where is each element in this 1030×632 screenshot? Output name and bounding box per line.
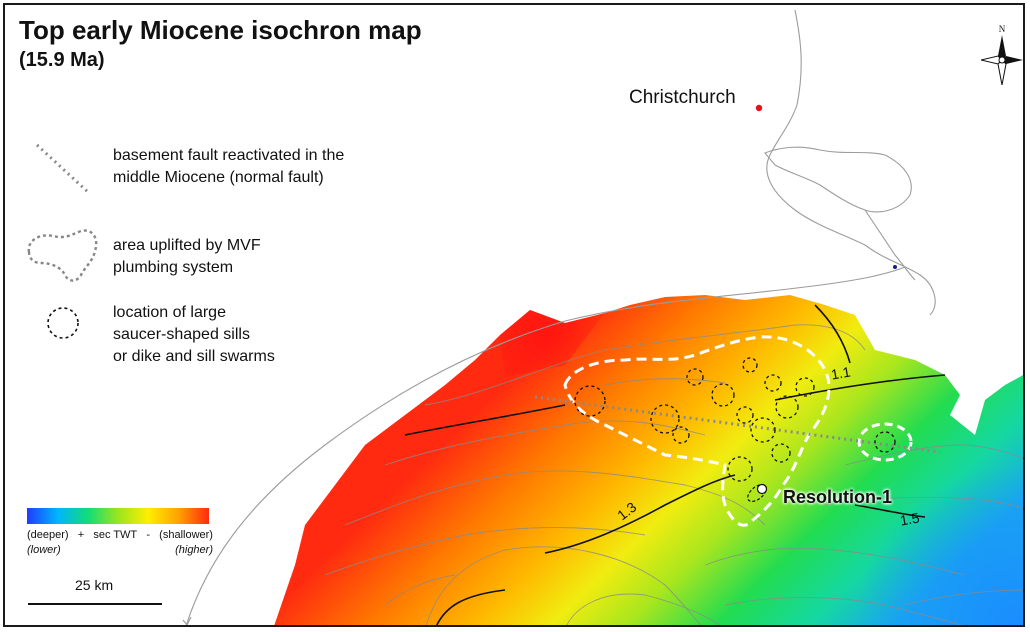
sill-location (795, 377, 815, 397)
sill-location (574, 385, 606, 417)
legend-fault-line1: basement fault reactivated in the (113, 147, 345, 164)
isochron-contours-major (404, 304, 946, 625)
uplift-area-east (857, 422, 913, 462)
legend-sills-line1: location of large (113, 304, 226, 321)
legend-fault-line2: middle Miocene (normal fault) (113, 169, 324, 186)
colorbar-deeper: (deeper) (27, 529, 69, 541)
map-frame: Top early Miocene isochron map (15.9 Ma)… (3, 3, 1025, 627)
legend-sills-line3: or dike and sill swarms (113, 348, 275, 365)
sill-location (742, 357, 758, 373)
small-town-marker (893, 265, 897, 269)
north-letter: N (999, 24, 1006, 34)
colorbar-higher: (higher) (175, 544, 213, 556)
legend-sills-label: location of large saucer-shaped sills or… (113, 302, 275, 368)
map-canvas (27, 9, 1023, 625)
legend-fault-label: basement fault reactivated in the middle… (113, 145, 344, 189)
legend-fault-symbol (35, 143, 91, 195)
colorbar-sublabels: (lower) (higher) (27, 544, 213, 556)
sill-location (775, 395, 799, 419)
contour-label-1-5: 1.5 (898, 509, 921, 529)
legend-uplift-label: area uplifted by MVF plumbing system (113, 235, 261, 279)
sill-locations (574, 357, 896, 482)
legend-uplift-line2: plumbing system (113, 259, 234, 276)
map-title: Top early Miocene isochron map (19, 15, 422, 45)
legend-uplift-line1: area uplifted by MVF (113, 237, 261, 254)
sill-location (874, 431, 896, 453)
map-subtitle: (15.9 Ma) (19, 49, 105, 71)
colorbar-lower: (lower) (27, 544, 61, 556)
isochron-contours-minor (324, 324, 1023, 625)
christchurch-marker (755, 104, 763, 112)
sill-location (686, 368, 704, 386)
depth-colorbar (27, 508, 209, 524)
well-marker (756, 483, 768, 495)
sill-location (736, 406, 754, 424)
contour-label-1-1: 1.1 (829, 363, 852, 383)
sill-location (711, 383, 735, 407)
colorbar-minus: - (146, 529, 150, 541)
uplift-area-outline (563, 335, 831, 527)
north-arrow-icon: N (981, 24, 1023, 85)
sill-location (764, 374, 782, 392)
colorbar-unit: sec TWT (93, 529, 138, 541)
resolution-1-label: Resolution-1 (783, 487, 893, 507)
scale-bar (28, 603, 162, 605)
colorbar-shallower: (shallower) (159, 529, 213, 541)
sill-location (727, 456, 753, 482)
scale-bar-label: 25 km (75, 577, 114, 593)
colorbar-labels: (deeper) + sec TWT - (shallower) (27, 529, 213, 541)
legend-uplift-symbol (27, 229, 98, 282)
sill-location (650, 404, 680, 434)
coastline (182, 9, 936, 625)
sill-location (672, 426, 690, 444)
colorbar-plus: + (77, 529, 85, 541)
legend-sills-line2: saucer-shaped sills (113, 326, 250, 343)
legend-sill-symbol (47, 307, 79, 339)
sill-location (771, 443, 791, 463)
isochron-surface (274, 295, 1023, 625)
sill-location (750, 417, 776, 443)
reactivated-fault (534, 395, 941, 454)
christchurch-label: Christchurch (629, 87, 736, 108)
